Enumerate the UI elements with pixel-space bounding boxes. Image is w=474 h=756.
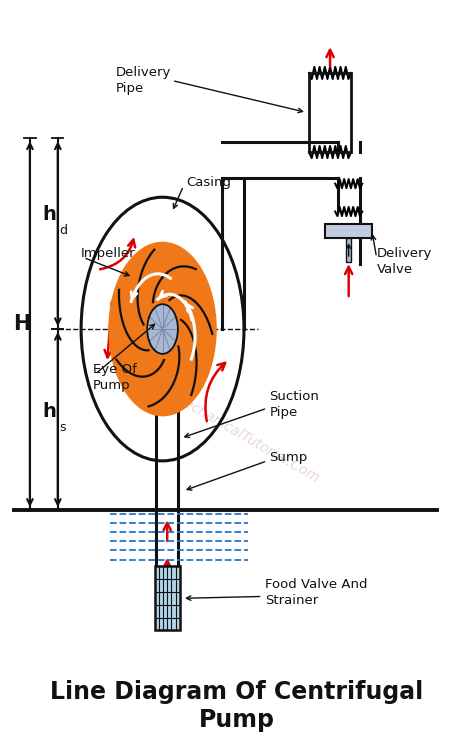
Bar [346,238,351,262]
Text: h: h [42,402,56,421]
Text: Impeller: Impeller [81,247,136,260]
Text: H: H [13,314,30,334]
Text: h: h [42,206,56,225]
Text: Eye Of
Pump: Eye Of Pump [93,364,137,392]
Text: d: d [59,224,67,237]
Bar [309,73,351,152]
Text: s: s [59,421,66,434]
Circle shape [109,243,216,416]
Circle shape [147,304,178,354]
Bar [326,225,372,238]
Text: Food Valve And
Strainer: Food Valve And Strainer [265,578,367,607]
Text: Sump: Sump [270,451,308,463]
Text: Casing: Casing [186,175,231,189]
Bar [155,566,180,631]
Text: MechanicalTutorial.Com: MechanicalTutorial.Com [171,391,322,486]
Text: Delivery
Pipe: Delivery Pipe [116,66,172,95]
Text: Delivery
Valve: Delivery Valve [377,246,432,276]
Text: Suction
Pipe: Suction Pipe [270,390,319,419]
Text: Line Diagram Of Centrifugal
Pump: Line Diagram Of Centrifugal Pump [50,680,424,732]
